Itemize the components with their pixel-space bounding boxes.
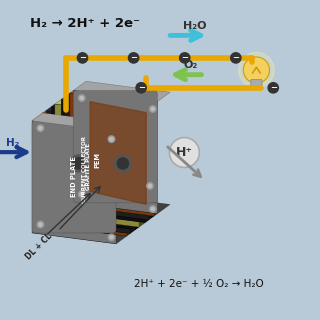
Polygon shape — [55, 212, 145, 227]
Circle shape — [180, 53, 190, 63]
Polygon shape — [65, 97, 149, 220]
Text: −: − — [270, 83, 277, 92]
Polygon shape — [55, 100, 145, 115]
Circle shape — [108, 234, 115, 241]
Circle shape — [231, 53, 241, 63]
Circle shape — [39, 126, 42, 130]
Text: END PLATE: END PLATE — [71, 156, 77, 197]
Polygon shape — [32, 225, 127, 244]
Circle shape — [110, 138, 113, 141]
Circle shape — [37, 221, 44, 228]
Polygon shape — [73, 194, 170, 214]
Polygon shape — [46, 219, 136, 234]
Circle shape — [128, 53, 139, 63]
Text: H₂: H₂ — [6, 138, 19, 148]
Polygon shape — [55, 104, 139, 227]
Polygon shape — [73, 91, 157, 214]
Text: −: − — [130, 53, 137, 62]
Text: CURRENT COLLECTOR: CURRENT COLLECTOR — [82, 135, 87, 203]
FancyBboxPatch shape — [73, 91, 157, 203]
Text: H₂ → 2H⁺ + 2e⁻: H₂ → 2H⁺ + 2e⁻ — [30, 17, 140, 30]
Text: −: − — [138, 83, 145, 92]
Circle shape — [149, 106, 156, 112]
Circle shape — [170, 138, 199, 167]
Polygon shape — [32, 121, 116, 244]
Polygon shape — [70, 203, 157, 216]
Polygon shape — [65, 93, 154, 108]
Polygon shape — [61, 209, 149, 222]
Circle shape — [78, 191, 85, 197]
Text: PEM: PEM — [94, 152, 100, 168]
Polygon shape — [52, 216, 139, 230]
Text: 2H⁺ + 2e⁻ + ½ O₂ → H₂O: 2H⁺ + 2e⁻ + ½ O₂ → H₂O — [133, 279, 263, 289]
Polygon shape — [43, 110, 130, 124]
Circle shape — [151, 107, 155, 111]
FancyBboxPatch shape — [32, 121, 116, 233]
Circle shape — [151, 207, 155, 211]
Circle shape — [148, 184, 152, 188]
Circle shape — [239, 52, 274, 88]
Polygon shape — [32, 113, 127, 132]
Polygon shape — [46, 107, 136, 121]
Polygon shape — [43, 113, 127, 236]
Circle shape — [149, 206, 156, 212]
Circle shape — [37, 125, 44, 132]
Polygon shape — [61, 100, 145, 222]
Circle shape — [147, 183, 153, 189]
Text: −: − — [79, 53, 86, 62]
Text: H⁺: H⁺ — [176, 146, 193, 159]
Text: H₂O: H₂O — [183, 21, 206, 31]
Circle shape — [70, 155, 87, 172]
Polygon shape — [32, 113, 127, 132]
Circle shape — [80, 193, 84, 196]
Polygon shape — [52, 104, 139, 117]
Polygon shape — [46, 110, 130, 234]
Polygon shape — [43, 223, 130, 236]
Text: GRAFITE PLATE: GRAFITE PLATE — [86, 143, 91, 190]
Circle shape — [80, 96, 84, 100]
Circle shape — [108, 136, 115, 142]
Circle shape — [73, 158, 84, 169]
Circle shape — [243, 57, 269, 83]
Circle shape — [115, 155, 131, 172]
Polygon shape — [90, 102, 146, 204]
Circle shape — [39, 223, 42, 226]
Text: O₂: O₂ — [184, 60, 198, 70]
Circle shape — [117, 158, 129, 169]
Polygon shape — [70, 91, 157, 104]
Circle shape — [268, 83, 278, 93]
Polygon shape — [70, 93, 154, 216]
Polygon shape — [73, 81, 170, 101]
Polygon shape — [52, 107, 136, 230]
Text: −: − — [181, 53, 188, 62]
FancyBboxPatch shape — [251, 79, 262, 89]
Circle shape — [77, 53, 88, 63]
Circle shape — [110, 236, 113, 239]
Circle shape — [136, 83, 146, 93]
Text: −: − — [232, 53, 239, 62]
Circle shape — [78, 95, 85, 101]
Polygon shape — [65, 205, 154, 220]
Polygon shape — [61, 97, 149, 110]
Text: DL + CL: DL + CL — [24, 232, 54, 262]
